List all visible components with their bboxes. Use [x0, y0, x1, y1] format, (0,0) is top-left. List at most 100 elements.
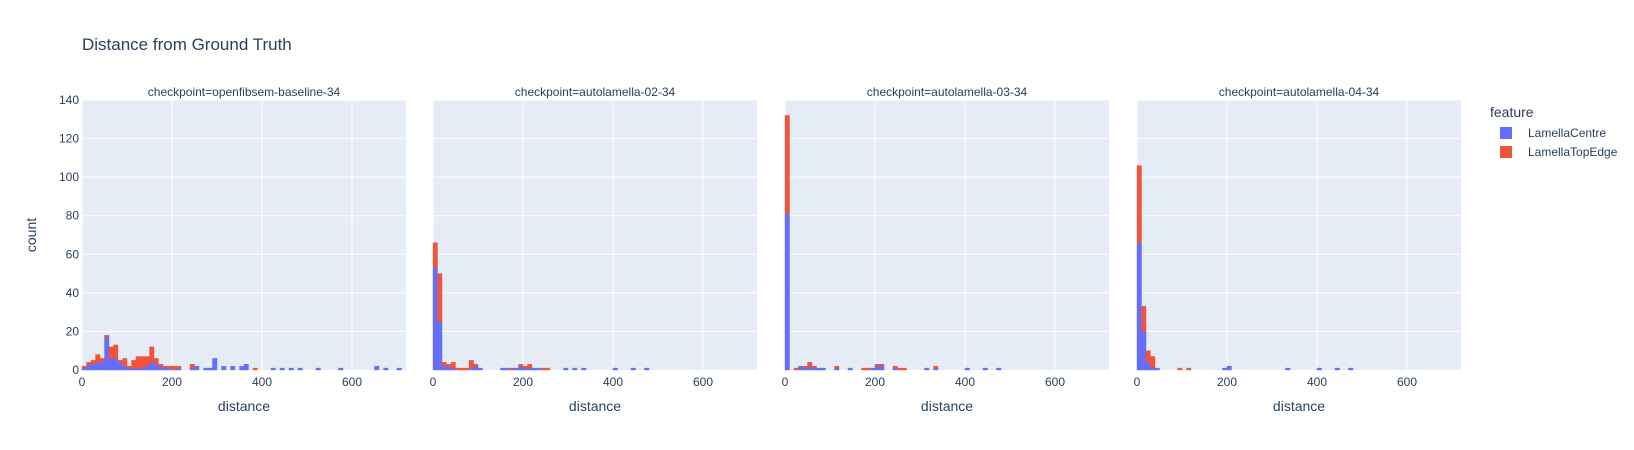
bar-lamellacentre[interactable]	[798, 365, 804, 371]
bar-lamellacentre[interactable]	[1141, 331, 1147, 371]
bar-lamellacentre[interactable]	[396, 367, 402, 371]
bar-lamellacentre[interactable]	[531, 367, 537, 371]
bar-lamellatopedge[interactable]	[158, 364, 164, 367]
bar-lamellacentre[interactable]	[383, 367, 389, 371]
bar-lamellatopedge[interactable]	[540, 367, 546, 371]
bar-lamellacentre[interactable]	[239, 365, 245, 371]
legend-item[interactable]: LamellaCentre	[1500, 126, 1606, 140]
bar-lamellacentre[interactable]	[816, 367, 822, 371]
bar-lamellacentre[interactable]	[996, 367, 1002, 371]
bar-lamellatopedge[interactable]	[1145, 350, 1151, 363]
bar-lamellatopedge[interactable]	[135, 356, 141, 369]
bar-lamellatopedge[interactable]	[126, 365, 132, 369]
bar-lamellatopedge[interactable]	[122, 358, 128, 367]
bar-lamellacentre[interactable]	[212, 358, 218, 371]
bar-lamellacentre[interactable]	[874, 365, 880, 371]
bar-lamellacentre[interactable]	[432, 267, 438, 371]
bar-lamellatopedge[interactable]	[149, 346, 155, 363]
bar-lamellacentre[interactable]	[468, 367, 474, 371]
bar-lamellacentre[interactable]	[477, 367, 483, 371]
bar-lamellacentre[interactable]	[811, 367, 817, 371]
bar-lamellatopedge[interactable]	[802, 365, 808, 369]
bar-lamellacentre[interactable]	[1316, 367, 1322, 371]
bar-lamellacentre[interactable]	[834, 367, 840, 371]
bar-lamellacentre[interactable]	[612, 367, 618, 371]
bar-lamellatopedge[interactable]	[432, 242, 438, 268]
bar-lamellatopedge[interactable]	[162, 365, 168, 369]
legend[interactable]: feature LamellaCentre LamellaTopEdge	[1490, 104, 1618, 159]
bar-lamellatopedge[interactable]	[167, 365, 173, 369]
bar-lamellacentre[interactable]	[802, 367, 808, 371]
bar-lamellatopedge[interactable]	[171, 365, 177, 371]
bar-lamellatopedge[interactable]	[95, 354, 101, 363]
bar-lamellatopedge[interactable]	[865, 367, 871, 371]
bar-lamellatopedge[interactable]	[455, 367, 461, 371]
bar-lamellatopedge[interactable]	[1186, 367, 1192, 371]
bar-lamellacentre[interactable]	[1226, 365, 1232, 371]
bar-lamellatopedge[interactable]	[464, 367, 470, 371]
bar-lamellatopedge[interactable]	[879, 364, 885, 367]
bar-lamellacentre[interactable]	[338, 367, 344, 371]
bar-lamellatopedge[interactable]	[874, 364, 880, 367]
bar-lamellacentre[interactable]	[572, 367, 578, 371]
bar-lamellacentre[interactable]	[221, 365, 227, 371]
bar-lamellatopedge[interactable]	[861, 367, 867, 371]
bar-lamellatopedge[interactable]	[1141, 306, 1147, 332]
bar-lamellacentre[interactable]	[879, 365, 885, 371]
bar-lamellacentre[interactable]	[630, 367, 636, 371]
bar-lamellatopedge[interactable]	[113, 344, 119, 359]
bar-lamellacentre[interactable]	[203, 367, 209, 371]
bar-lamellacentre[interactable]	[315, 367, 321, 371]
bar-lamellacentre[interactable]	[441, 365, 447, 371]
bar-lamellacentre[interactable]	[207, 367, 213, 371]
bar-lamellatopedge[interactable]	[545, 367, 551, 371]
bar-lamellatopedge[interactable]	[140, 356, 146, 369]
bar-lamellatopedge[interactable]	[1136, 165, 1142, 243]
bar-lamellatopedge[interactable]	[131, 360, 137, 369]
bar-lamellacentre[interactable]	[162, 367, 168, 371]
bar-lamellatopedge[interactable]	[518, 364, 524, 367]
bar-lamellatopedge[interactable]	[468, 360, 474, 369]
bar-lamellacentre[interactable]	[1136, 242, 1142, 371]
bar-lamellacentre[interactable]	[108, 358, 114, 371]
bar-lamellatopedge[interactable]	[473, 364, 479, 367]
bar-lamellacentre[interactable]	[563, 367, 569, 371]
bar-lamellatopedge[interactable]	[784, 115, 790, 214]
bar-lamellatopedge[interactable]	[834, 365, 840, 369]
bar-lamellacentre[interactable]	[158, 365, 164, 371]
bar-lamellatopedge[interactable]	[252, 367, 258, 371]
bar-lamellatopedge[interactable]	[81, 365, 87, 369]
bar-lamellatopedge[interactable]	[176, 365, 182, 369]
bar-lamellacentre[interactable]	[81, 367, 87, 371]
bar-lamellatopedge[interactable]	[450, 362, 456, 369]
bar-lamellatopedge[interactable]	[892, 365, 898, 369]
bar-lamellacentre[interactable]	[279, 367, 285, 371]
bar-lamellacentre[interactable]	[144, 365, 150, 371]
bar-lamellacentre[interactable]	[374, 365, 380, 371]
bar-lamellacentre[interactable]	[504, 367, 510, 371]
bar-lamellacentre[interactable]	[982, 367, 988, 371]
bar-lamellacentre[interactable]	[964, 367, 970, 371]
bar-lamellatopedge[interactable]	[1177, 367, 1183, 371]
bar-lamellacentre[interactable]	[847, 367, 853, 371]
bar-lamellacentre[interactable]	[243, 364, 249, 371]
bar-lamellacentre[interactable]	[644, 367, 650, 371]
bar-lamellacentre[interactable]	[522, 367, 528, 371]
bar-lamellacentre[interactable]	[149, 362, 155, 371]
bar-lamellacentre[interactable]	[924, 367, 930, 371]
bar-lamellatopedge[interactable]	[189, 364, 195, 369]
bar-lamellatopedge[interactable]	[86, 362, 92, 365]
bar-lamellacentre[interactable]	[1145, 362, 1151, 371]
bar-lamellacentre[interactable]	[536, 367, 542, 371]
bar-lamellatopedge[interactable]	[509, 367, 515, 371]
bar-lamellatopedge[interactable]	[99, 358, 105, 363]
bar-lamellacentre[interactable]	[297, 367, 303, 371]
bar-lamellacentre[interactable]	[95, 362, 101, 371]
bar-lamellacentre[interactable]	[1285, 367, 1291, 371]
bar-lamellacentre[interactable]	[784, 213, 790, 371]
bar-lamellacentre[interactable]	[104, 337, 110, 371]
bar-lamellacentre[interactable]	[933, 367, 939, 371]
bar-lamellatopedge[interactable]	[901, 367, 907, 371]
bar-lamellacentre[interactable]	[126, 367, 132, 371]
bar-lamellatopedge[interactable]	[793, 367, 799, 371]
